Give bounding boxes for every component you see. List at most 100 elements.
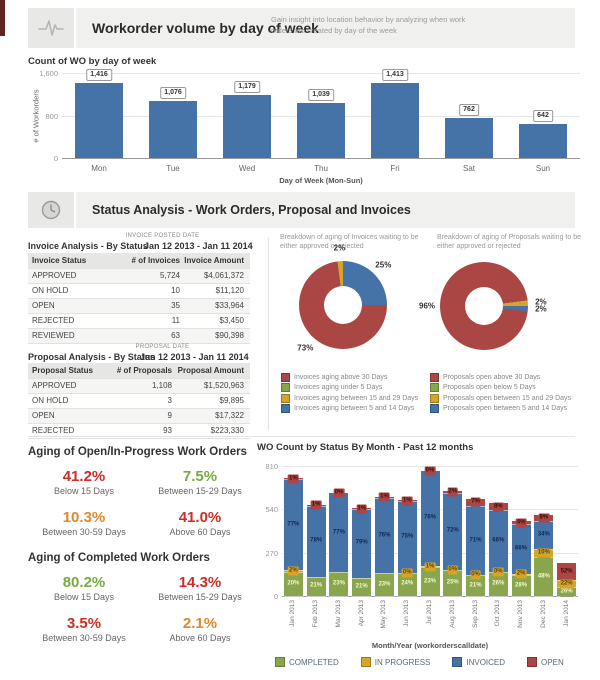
bar-mon[interactable] bbox=[75, 82, 123, 158]
y-tick-label: 540 bbox=[265, 505, 278, 515]
segment-label: 79% bbox=[354, 538, 369, 548]
segment-label: 4% bbox=[515, 518, 527, 528]
aging-open-title: Aging of Open/In-Progress Work Orders bbox=[28, 446, 247, 458]
legend-item[interactable]: OPEN bbox=[527, 656, 564, 668]
bar-tue[interactable] bbox=[149, 100, 197, 158]
bar-sat[interactable] bbox=[445, 117, 493, 158]
legend-item[interactable]: Invoices aging under 5 Days bbox=[281, 383, 418, 394]
segment-label: 1% bbox=[424, 562, 436, 572]
legend-label: IN PROGRESS bbox=[374, 657, 431, 667]
column-header: Proposal Amount bbox=[177, 366, 244, 375]
aging-completed-grid: 80.2% Below 15 Days 14.3% Between 15-29 Day… bbox=[28, 574, 256, 643]
aging-completed-block: Aging of Completed Work Orders 80.2% Belo… bbox=[28, 552, 256, 643]
pie-slice-label: 2% bbox=[535, 297, 547, 307]
legend-swatch bbox=[527, 657, 538, 667]
bar-thu[interactable] bbox=[297, 102, 345, 158]
legend-item[interactable]: Proposals open below 5 Days bbox=[430, 383, 571, 394]
aging-completed-title: Aging of Completed Work Orders bbox=[28, 552, 210, 564]
table-row: REJECTED 11 $3,450 bbox=[28, 314, 250, 329]
column-header: # of Proposals bbox=[116, 366, 172, 375]
segment-label: 26% bbox=[491, 579, 506, 589]
pie-slice-label: 96% bbox=[418, 301, 436, 311]
legend-swatch bbox=[452, 657, 463, 667]
table-cell: 3 bbox=[167, 396, 172, 405]
y-tick-label: 1,600 bbox=[39, 69, 58, 78]
aging-stat: 80.2% Below 15 Days bbox=[28, 574, 140, 602]
legend-item[interactable]: Proposals open between 5 and 14 Days bbox=[430, 404, 571, 415]
legend-swatch bbox=[430, 383, 439, 393]
proposal-aging-donut[interactable] bbox=[440, 262, 528, 350]
segment-label: 76% bbox=[422, 513, 438, 523]
table-header-row: Proposal Status # of Proposals Proposal Am… bbox=[28, 363, 250, 379]
segment-label: 28% bbox=[514, 581, 529, 590]
segment-label: 23% bbox=[422, 577, 438, 587]
legend-item[interactable]: Invoices aging above 30 Days bbox=[281, 372, 418, 383]
x-category-label: Aug 2013 bbox=[448, 600, 456, 628]
aging-label: Between 15-29 Days bbox=[158, 486, 242, 496]
legend-item[interactable]: Invoices aging between 15 and 29 Days bbox=[281, 393, 418, 404]
legend-label: INVOICED bbox=[466, 657, 506, 667]
segment-label: 26% bbox=[559, 587, 574, 597]
table-cell: 63 bbox=[171, 331, 180, 340]
x-category-label: Sun bbox=[535, 164, 551, 173]
legend-item[interactable]: IN PROGRESS bbox=[360, 656, 431, 668]
legend-swatch bbox=[360, 657, 371, 667]
table-cell: REJECTED bbox=[32, 426, 75, 435]
segment-label: 21% bbox=[309, 581, 324, 591]
aging-value: 14.3% bbox=[178, 574, 222, 591]
invoice-status-table: Invoice Status # of Invoices Invoice Amoun… bbox=[28, 253, 250, 344]
bar-value-label: 1,179 bbox=[234, 81, 260, 94]
segment-label: 1% bbox=[401, 496, 413, 505]
bar-fri[interactable] bbox=[371, 82, 419, 158]
segment-label: 77% bbox=[331, 528, 346, 538]
legend-swatch bbox=[430, 404, 439, 414]
aging-label: Above 60 Days bbox=[169, 633, 231, 643]
segment-label: 78% bbox=[309, 536, 324, 546]
table-row: OPEN 35 $33,964 bbox=[28, 299, 250, 314]
legend-item[interactable]: Proposals open above 30 Days bbox=[430, 372, 571, 383]
table-row: APPROVED 5,724 $4,061,372 bbox=[28, 269, 250, 284]
legend-swatch bbox=[281, 393, 290, 403]
segment-label: 0% bbox=[492, 567, 504, 577]
x-category-label: Tue bbox=[166, 164, 180, 173]
invoice-aging-donut[interactable] bbox=[299, 261, 387, 349]
aging-label: Below 15 Days bbox=[53, 486, 115, 496]
segment-label: 23% bbox=[331, 579, 346, 589]
table-cell: APPROVED bbox=[32, 381, 77, 390]
segment-label: 23% bbox=[377, 580, 392, 590]
legend-swatch bbox=[430, 393, 439, 403]
legend-item[interactable]: Proposals open between 15 and 29 Days bbox=[430, 393, 571, 404]
aging-value: 7.5% bbox=[182, 468, 218, 485]
legend-swatch bbox=[430, 372, 439, 382]
legend-item[interactable]: INVOICED bbox=[452, 656, 505, 668]
bar-value-label: 1,416 bbox=[86, 68, 112, 81]
pulse-icon bbox=[28, 8, 76, 48]
aging-value: 80.2% bbox=[62, 574, 106, 591]
pie-slice-label: 73% bbox=[297, 343, 314, 353]
x-axis-label-month-year: Month/Year (workorderscalldate) bbox=[371, 641, 489, 650]
legend-label: COMPLETED bbox=[289, 657, 339, 667]
segment-label: 75% bbox=[400, 532, 415, 542]
header-description: Gain insight into location behavior by a… bbox=[271, 15, 466, 35]
x-category-label: May 2013 bbox=[380, 600, 388, 629]
table-cell: $11,120 bbox=[215, 286, 244, 295]
legend-item[interactable]: Invoices aging between 5 and 14 Days bbox=[281, 404, 418, 415]
x-category-label: Feb 2013 bbox=[312, 600, 320, 628]
x-category-label: Mon bbox=[91, 164, 107, 173]
table-cell: 93 bbox=[163, 426, 172, 435]
segment-label: 2% bbox=[288, 566, 299, 576]
x-category-label: Fri bbox=[390, 164, 400, 173]
legend-label: Proposals open between 15 and 29 Days bbox=[443, 394, 572, 402]
y-tick-label: 810 bbox=[265, 462, 278, 471]
proposal-date-label: PROPOSAL DATE bbox=[135, 344, 190, 350]
y-tick-label: 0 bbox=[53, 154, 58, 163]
table-cell: ON HOLD bbox=[32, 396, 69, 405]
segment-label: 76% bbox=[377, 531, 392, 541]
donut-hole bbox=[324, 286, 362, 324]
table-cell: $1,520,963 bbox=[203, 381, 244, 390]
legend-item[interactable]: COMPLETED bbox=[275, 656, 339, 668]
bar-wed[interactable] bbox=[223, 95, 271, 158]
segment-label: 77% bbox=[286, 520, 301, 530]
bar-sun[interactable] bbox=[519, 123, 567, 158]
segment-label: 7% bbox=[470, 497, 481, 507]
